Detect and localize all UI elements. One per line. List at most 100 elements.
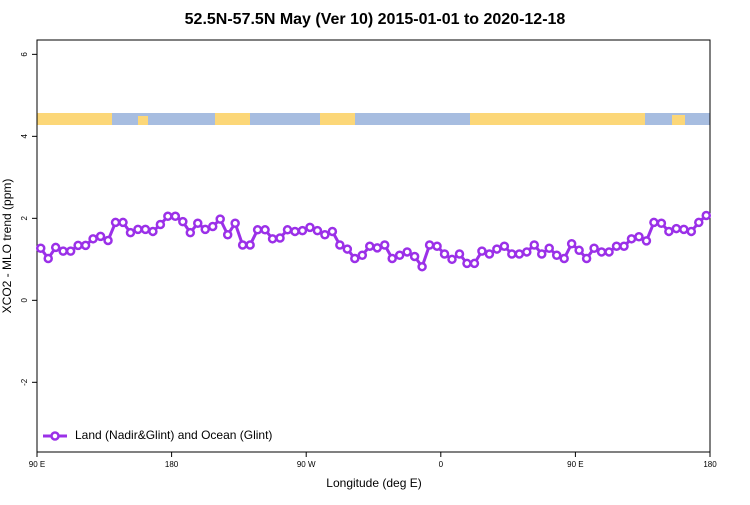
y-tick-label: 4 <box>20 134 29 139</box>
data-point <box>50 242 61 253</box>
data-point <box>133 224 143 235</box>
data-point <box>335 240 345 250</box>
data-point <box>58 246 68 256</box>
data-point <box>178 216 188 227</box>
data-point <box>260 225 270 235</box>
data-point <box>664 226 674 237</box>
data-point <box>394 250 405 260</box>
y-tick-label: 0 <box>20 298 29 303</box>
data-point <box>477 246 487 256</box>
data-point <box>365 241 375 251</box>
data-point <box>43 253 53 264</box>
data-point <box>163 211 173 222</box>
data-point <box>462 258 472 269</box>
data-point <box>110 217 121 228</box>
data-point <box>522 247 532 257</box>
data-point <box>155 219 166 230</box>
data-point <box>267 234 278 244</box>
data-point <box>65 246 76 256</box>
data-point <box>305 222 315 233</box>
data-point <box>118 217 128 228</box>
data-point <box>611 241 622 251</box>
data-point <box>357 250 368 260</box>
data-point <box>95 231 106 242</box>
data-point <box>574 245 584 256</box>
series-line <box>39 214 708 270</box>
data-point <box>694 217 704 228</box>
data-point <box>207 221 218 232</box>
data-point <box>656 218 667 228</box>
data-point <box>193 218 203 228</box>
data-point <box>619 241 629 251</box>
data-point <box>282 225 293 235</box>
data-point <box>671 223 682 234</box>
data-point <box>439 249 450 259</box>
data-point <box>379 240 390 250</box>
data-point <box>342 244 353 254</box>
data-point <box>454 249 465 259</box>
data-point <box>252 225 263 235</box>
data-point <box>432 241 442 251</box>
data-point <box>140 224 151 235</box>
data-point <box>641 236 652 246</box>
x-tick-label: 90 E <box>29 460 45 469</box>
data-point <box>409 251 420 262</box>
data-point <box>80 240 91 251</box>
data-point <box>125 227 136 238</box>
data-point <box>275 233 285 243</box>
data-point <box>544 243 554 254</box>
land-ocean-strip <box>37 113 710 125</box>
data-point <box>626 234 637 244</box>
data-point <box>604 247 614 257</box>
data-point <box>103 235 113 246</box>
data-point <box>499 241 510 251</box>
data-point <box>148 226 158 237</box>
data-point <box>35 243 46 254</box>
data-point <box>170 211 181 222</box>
data-point <box>185 227 196 238</box>
data-point <box>649 217 659 228</box>
data-point <box>424 240 435 250</box>
data-point <box>222 229 233 240</box>
data-point <box>559 253 569 264</box>
x-tick-label: 90 W <box>297 460 316 469</box>
x-tick-label: 180 <box>703 460 717 469</box>
data-point <box>230 218 240 228</box>
data-point <box>312 225 323 236</box>
data-point <box>484 249 495 259</box>
x-tick-label: 0 <box>439 460 444 469</box>
data-point <box>514 249 525 259</box>
data-point <box>237 240 248 250</box>
data-point <box>537 249 547 259</box>
legend-marker <box>50 431 60 441</box>
data-point <box>686 226 697 237</box>
x-axis-label: Longitude (deg E) <box>326 476 421 490</box>
data-point <box>350 253 360 264</box>
data-point <box>245 240 255 250</box>
chart-title: 52.5N-57.5N May (Ver 10) 2015-01-01 to 2… <box>185 11 566 28</box>
data-point <box>551 250 562 260</box>
data-point <box>215 214 225 224</box>
x-tick-label: 90 E <box>567 460 583 469</box>
legend-label: Land (Nadir&Glint) and Ocean (Glint) <box>75 428 272 442</box>
x-tick-label: 180 <box>165 460 179 469</box>
data-point <box>290 226 300 237</box>
data-point <box>73 240 83 251</box>
data-point <box>469 258 480 269</box>
data-point <box>492 244 502 254</box>
data-point <box>402 247 412 257</box>
data-point <box>507 249 517 259</box>
data-point <box>88 234 98 244</box>
data-point <box>589 243 599 254</box>
data-point <box>200 224 210 235</box>
data-point <box>529 240 540 250</box>
data-point <box>417 261 427 272</box>
data-point <box>447 254 457 265</box>
data-point <box>701 210 712 221</box>
data-point <box>372 243 382 253</box>
y-tick-label: 2 <box>20 216 29 221</box>
y-axis-label: XCO2 - MLO trend (ppm) <box>0 179 14 314</box>
data-point <box>566 238 577 249</box>
data-point <box>297 225 308 236</box>
